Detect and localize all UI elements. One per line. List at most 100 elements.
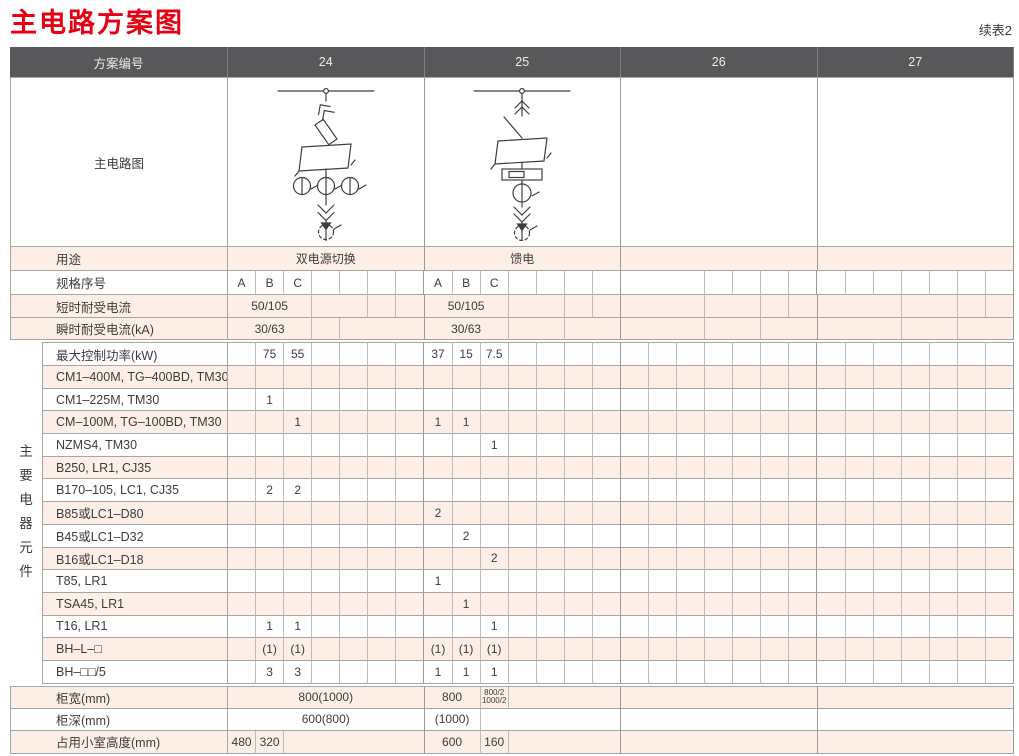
table-cell [649,524,678,548]
diagram-cell-24 [228,78,425,247]
table-cell [424,366,453,389]
table-cell [480,388,509,412]
table-cell [564,592,593,616]
table-cell [592,411,621,435]
table-cell [452,502,481,525]
table-cell [929,411,958,435]
table-cell [424,479,453,503]
table-row: 占用小室高度(mm) 480 320 600 160 [10,730,1014,754]
table-cell [396,615,425,639]
table-cell [789,615,818,639]
table-row: CM–100M, TG–100BD, TM30 1 1 1 [10,411,1014,435]
table-cell [228,366,257,389]
table-cell [256,524,285,548]
table-cell [340,615,369,639]
table-cell [592,615,621,639]
table-cell [761,638,790,661]
table-cell [284,547,313,571]
table-cell [957,388,986,412]
table-cell [761,547,790,571]
table-cell [312,479,341,503]
table-cell [508,502,537,525]
table-cell [817,456,846,480]
table-cell [873,547,902,571]
table-row: BH–L–□ (1) (1) (1) (1) (1) [10,638,1014,661]
table-cell [705,434,734,457]
row-label: CM1–225M, TM30 [42,388,228,412]
table-cell [817,247,1014,271]
table-cell [873,638,902,661]
table-cell [985,524,1014,548]
table-cell [368,366,397,389]
table-cell [845,271,874,295]
table-cell [761,592,790,616]
table-cell [985,343,1014,366]
table-cell [705,479,734,503]
table-cell: 1 [452,411,481,435]
table-cell [817,547,846,571]
table-cell [368,295,397,318]
table-cell [228,660,257,684]
table-cell [901,434,930,457]
table-cell [564,479,593,503]
table-cell [929,456,958,480]
table-cell [873,570,902,593]
table-cell [368,615,397,639]
table-cell [621,295,706,318]
table-cell [677,502,706,525]
row-label: NZMS4, TM30 [42,434,228,457]
table-cell: 30/63 [228,318,313,340]
table-cell: 2 [452,524,481,548]
table-cell [957,411,986,435]
table-cell [312,524,341,548]
table-cell [817,366,846,389]
table-cell [508,615,537,639]
table-cell: 3 [284,660,313,684]
table-cell [396,295,425,318]
side-label-main-components: 主要电器元件 [10,341,42,682]
table-cell [452,615,481,639]
table-cell [733,570,762,593]
table-row: 短时耐受电流 50/105 50/105 [10,295,1014,318]
table-cell [817,660,846,684]
table-cell [396,271,425,295]
table-cell [508,271,537,295]
table-cell [789,524,818,548]
table-cell [312,411,341,435]
table-cell [705,570,734,593]
table-cell [677,638,706,661]
table-cell [901,547,930,571]
table-cell [789,570,818,593]
table-cell [985,479,1014,503]
table-cell [340,547,369,571]
table-cell [985,615,1014,639]
table-cell: 1 [452,592,481,616]
table-cell: A [424,271,453,295]
table-cell [340,343,369,366]
table-cell [592,456,621,480]
table-cell [677,411,706,435]
table-cell [620,502,650,525]
table-cell [536,366,565,389]
header-col-27: 27 [818,47,1014,77]
table-cell [312,366,341,389]
table-cell [508,366,537,389]
table-cell [929,524,958,548]
table-cell [536,592,565,616]
scheme-table: 方案编号 24 25 26 27 主电路图 [10,47,1014,754]
table-cell [564,366,593,389]
table-cell [312,343,341,366]
header-col-24: 24 [228,47,425,77]
table-cell [901,343,930,366]
table-cell [649,502,678,525]
table-cell [985,638,1014,661]
table-cell [340,592,369,616]
table-cell [564,434,593,457]
table-cell [957,547,986,571]
table-cell [340,271,369,295]
table-cell: 50/105 [424,295,509,318]
page-title: 主电路方案图 [10,8,184,38]
table-cell [340,456,369,480]
table-cell [733,366,762,389]
